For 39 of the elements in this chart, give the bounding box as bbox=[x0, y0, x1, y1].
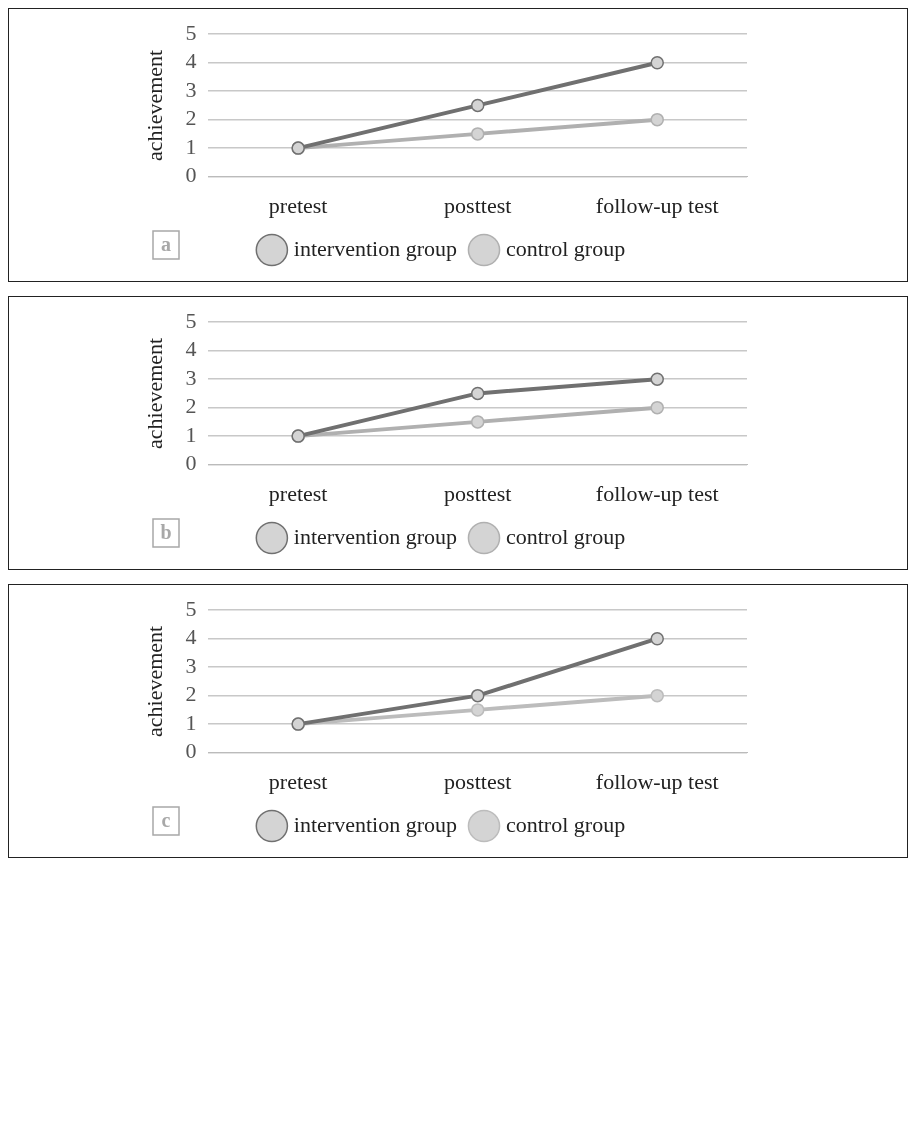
legend-label: control group bbox=[505, 523, 626, 549]
y-tick-label: 0 bbox=[185, 162, 197, 188]
y-tick-label: 5 bbox=[185, 595, 197, 621]
y-tick-label: 3 bbox=[185, 364, 197, 390]
y-tick-label: 5 bbox=[185, 307, 197, 333]
x-tick-label: posttest bbox=[444, 768, 512, 794]
text: b bbox=[160, 521, 172, 544]
y-tick-label: 2 bbox=[185, 105, 197, 131]
legend-label: control group bbox=[505, 235, 626, 261]
y-tick-label: 4 bbox=[185, 624, 197, 650]
y-tick-label: 1 bbox=[185, 133, 197, 159]
x-tick-label: pretest bbox=[268, 192, 328, 218]
x-tick-label: posttest bbox=[444, 192, 512, 218]
y-tick-label: 1 bbox=[185, 709, 197, 735]
y-tick-label: 4 bbox=[185, 336, 197, 362]
y-tick-label: 3 bbox=[185, 652, 197, 678]
text: a bbox=[161, 233, 171, 256]
x-tick-label: follow-up test bbox=[595, 480, 719, 506]
y-tick-label: 2 bbox=[185, 393, 197, 419]
x-tick-label: pretest bbox=[268, 480, 328, 506]
y-tick-label: 0 bbox=[185, 738, 197, 764]
x-tick-label: follow-up test bbox=[595, 192, 719, 218]
y-tick-label: 5 bbox=[185, 19, 197, 45]
y-axis-title: achievement bbox=[141, 625, 167, 737]
legend-label: intervention group bbox=[293, 523, 457, 549]
text: c bbox=[161, 809, 171, 832]
y-tick-label: 2 bbox=[185, 681, 197, 707]
y-tick-label: 1 bbox=[185, 421, 197, 447]
y-axis-title: achievement bbox=[141, 337, 167, 449]
x-tick-label: posttest bbox=[444, 480, 512, 506]
x-tick-label: follow-up test bbox=[595, 768, 719, 794]
legend-label: control group bbox=[505, 811, 626, 837]
y-tick-label: 0 bbox=[185, 450, 197, 476]
y-axis-title: achievement bbox=[141, 49, 167, 161]
legend-label: intervention group bbox=[293, 811, 457, 837]
y-tick-label: 3 bbox=[185, 76, 197, 102]
y-tick-label: 4 bbox=[185, 48, 197, 74]
legend-label: intervention group bbox=[293, 235, 457, 261]
x-tick-label: pretest bbox=[268, 768, 328, 794]
